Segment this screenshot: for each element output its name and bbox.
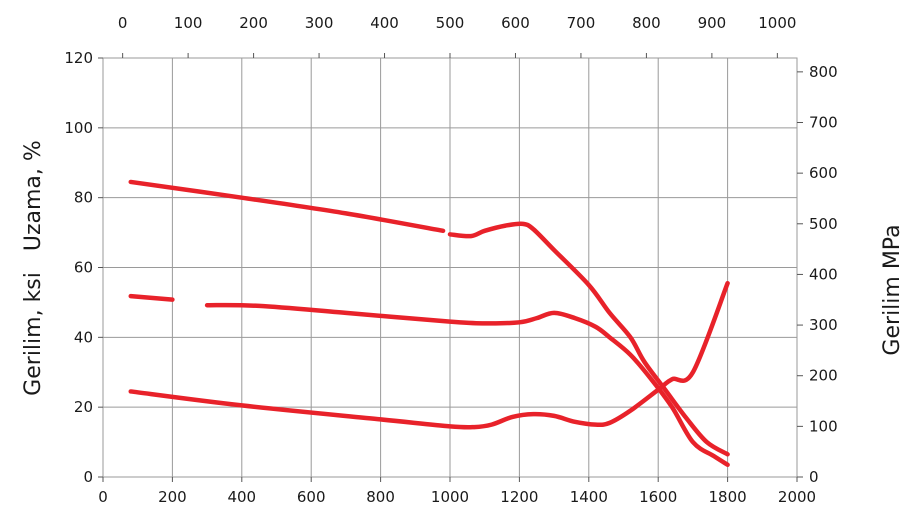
x-top-tick-label-4: 400 — [370, 14, 399, 32]
y-right-tick-label-5: 500 — [809, 215, 838, 233]
x-tick-label-9: 1800 — [709, 488, 747, 506]
x-top-tick-label-1: 100 — [174, 14, 203, 32]
y-right-tick-label-6: 600 — [809, 164, 838, 182]
x-top-tick-label-6: 600 — [501, 14, 530, 32]
y-axis-title: Gerilim, ksi Uzama, % — [21, 140, 46, 396]
x-tick-label-3: 600 — [297, 488, 326, 506]
x-tick-label-10: 2000 — [778, 488, 816, 506]
x-tick-label-5: 1000 — [431, 488, 469, 506]
series-1-line-segment-1 — [128, 179, 446, 234]
series-1-line-segment-2 — [447, 221, 730, 457]
y-right-tick-label-8: 800 — [809, 63, 838, 81]
series-3-line-segment-1 — [128, 280, 730, 430]
y-right-tick-label-4: 400 — [809, 265, 838, 283]
x-top-tick-label-5: 500 — [436, 14, 465, 32]
y-right-tick-label-0: 0 — [809, 468, 819, 486]
x-top-tick-label-10: 1000 — [758, 14, 796, 32]
y2-axis-title: Gerilim MPa — [880, 224, 905, 355]
x-tick-label-7: 1400 — [570, 488, 608, 506]
y-tick-label-5: 100 — [64, 119, 93, 137]
x-tick-label-6: 1200 — [500, 488, 538, 506]
x-top-tick-label-7: 700 — [567, 14, 596, 32]
x-top-tick-label-9: 900 — [698, 14, 727, 32]
x-tick-label-2: 400 — [227, 488, 256, 506]
x-tick-label-0: 0 — [98, 488, 108, 506]
axes: 0 200 400 600 800 1000 1200 1400 1600 1800 2000020… — [64, 14, 837, 506]
y-tick-label-2: 40 — [74, 328, 93, 346]
y-tick-label-3: 60 — [74, 259, 93, 277]
x-top-tick-label-3: 300 — [305, 14, 334, 32]
y-tick-label-4: 80 — [74, 189, 93, 207]
grid — [103, 58, 797, 477]
y-tick-label-0: 0 — [83, 468, 93, 486]
y-tick-label-1: 20 — [74, 398, 93, 416]
y-right-tick-label-1: 100 — [809, 417, 838, 435]
x-top-tick-label-8: 800 — [632, 14, 661, 32]
x-top-tick-label-0: 0 — [118, 14, 128, 32]
y-right-tick-label-7: 700 — [809, 114, 838, 132]
x-tick-label-1: 200 — [158, 488, 187, 506]
x-tick-label-4: 800 — [366, 488, 395, 506]
y-tick-label-6: 120 — [64, 49, 93, 67]
x-tick-label-8: 1600 — [639, 488, 677, 506]
y-right-tick-label-2: 200 — [809, 367, 838, 385]
data-series — [128, 179, 730, 468]
y-right-tick-label-3: 300 — [809, 316, 838, 334]
series-2-line-segment-1 — [128, 293, 175, 302]
series-2-line-segment-2 — [204, 302, 730, 468]
x-top-tick-label-2: 200 — [239, 14, 268, 32]
